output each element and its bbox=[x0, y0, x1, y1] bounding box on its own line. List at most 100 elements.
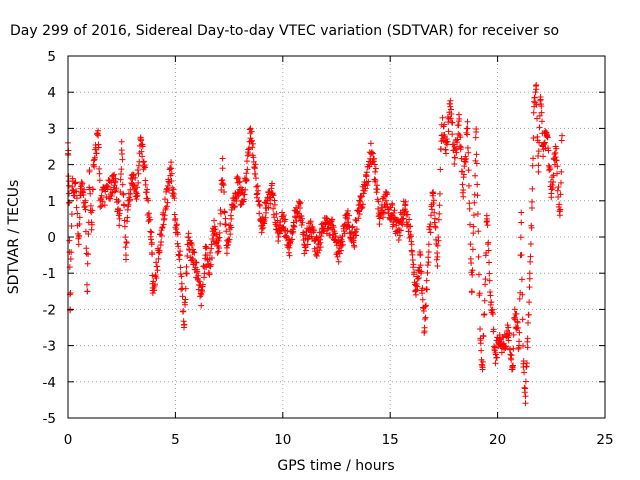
data-point bbox=[367, 150, 374, 157]
data-point bbox=[433, 256, 440, 263]
data-point bbox=[248, 128, 255, 135]
chart-title: Day 299 of 2016, Sidereal Day-to-day VTE… bbox=[10, 23, 559, 39]
data-point bbox=[230, 202, 237, 209]
data-point bbox=[178, 286, 185, 293]
data-point bbox=[351, 243, 358, 250]
y-tick-label: -2 bbox=[43, 302, 56, 318]
data-point bbox=[533, 115, 540, 122]
data-point bbox=[554, 170, 561, 177]
data-point bbox=[88, 226, 95, 233]
data-point bbox=[479, 358, 486, 365]
data-point bbox=[282, 216, 289, 223]
data-point bbox=[525, 311, 532, 318]
data-point bbox=[474, 210, 481, 217]
data-point bbox=[212, 226, 219, 233]
data-point bbox=[249, 144, 256, 151]
data-point bbox=[455, 118, 462, 125]
data-point bbox=[547, 166, 554, 173]
data-point bbox=[520, 360, 527, 367]
data-point bbox=[368, 149, 375, 156]
data-point bbox=[225, 239, 232, 246]
data-point bbox=[307, 226, 314, 233]
data-point bbox=[381, 209, 388, 216]
data-point bbox=[139, 153, 146, 160]
data-point bbox=[352, 216, 359, 223]
data-point bbox=[118, 166, 125, 173]
data-point bbox=[492, 349, 499, 356]
data-point bbox=[134, 166, 141, 173]
data-point bbox=[148, 229, 155, 236]
y-tick-label: 1 bbox=[47, 194, 56, 210]
data-point bbox=[343, 211, 350, 218]
data-point bbox=[486, 259, 493, 266]
data-point bbox=[116, 215, 123, 222]
data-point bbox=[88, 221, 95, 228]
data-point bbox=[275, 234, 282, 240]
data-point bbox=[399, 216, 406, 223]
data-point bbox=[241, 191, 248, 198]
data-point bbox=[223, 244, 230, 251]
data-point bbox=[405, 228, 412, 235]
data-point bbox=[526, 270, 533, 277]
data-point bbox=[536, 112, 543, 119]
data-point bbox=[429, 206, 436, 213]
data-point bbox=[414, 275, 421, 282]
data-point bbox=[396, 232, 403, 239]
data-point bbox=[75, 241, 82, 248]
data-point bbox=[449, 119, 456, 126]
data-point bbox=[175, 243, 182, 250]
data-point bbox=[286, 244, 293, 251]
data-point bbox=[182, 301, 189, 308]
data-point bbox=[406, 234, 413, 241]
data-point bbox=[516, 342, 523, 349]
data-point bbox=[524, 344, 531, 351]
data-point bbox=[518, 219, 525, 226]
data-point bbox=[116, 222, 123, 229]
data-point bbox=[363, 169, 370, 176]
data-point bbox=[252, 170, 259, 177]
data-point bbox=[363, 179, 370, 186]
data-point bbox=[162, 196, 169, 203]
data-point bbox=[200, 263, 207, 270]
data-point bbox=[496, 335, 503, 342]
data-point bbox=[419, 296, 426, 303]
data-point bbox=[186, 247, 193, 254]
data-point bbox=[464, 125, 471, 132]
data-point bbox=[417, 252, 424, 259]
data-point bbox=[526, 284, 533, 291]
data-point bbox=[413, 286, 420, 293]
data-point bbox=[223, 250, 230, 257]
data-point bbox=[483, 250, 490, 257]
data-point bbox=[178, 273, 185, 280]
data-point bbox=[508, 352, 515, 359]
data-point bbox=[505, 337, 512, 344]
data-point bbox=[483, 215, 490, 222]
data-point bbox=[376, 212, 383, 219]
data-point bbox=[423, 277, 430, 284]
data-point bbox=[192, 259, 199, 266]
data-point bbox=[447, 97, 454, 104]
data-point bbox=[522, 385, 529, 392]
data-point bbox=[303, 247, 310, 254]
data-point bbox=[424, 262, 431, 269]
data-point bbox=[558, 168, 565, 175]
data-point bbox=[290, 219, 297, 226]
data-point bbox=[473, 160, 480, 167]
data-point bbox=[509, 364, 516, 371]
data-point bbox=[528, 205, 535, 212]
data-point bbox=[73, 195, 80, 202]
data-point bbox=[436, 210, 443, 217]
data-point bbox=[332, 233, 339, 240]
data-point bbox=[395, 226, 402, 233]
data-point bbox=[418, 268, 425, 275]
data-point bbox=[286, 252, 293, 259]
data-point bbox=[228, 215, 235, 222]
data-point bbox=[415, 275, 422, 282]
data-point bbox=[554, 187, 561, 194]
data-point bbox=[408, 241, 415, 248]
data-point bbox=[251, 165, 258, 172]
data-point bbox=[428, 212, 435, 219]
data-point bbox=[435, 216, 442, 223]
data-point bbox=[400, 215, 407, 222]
